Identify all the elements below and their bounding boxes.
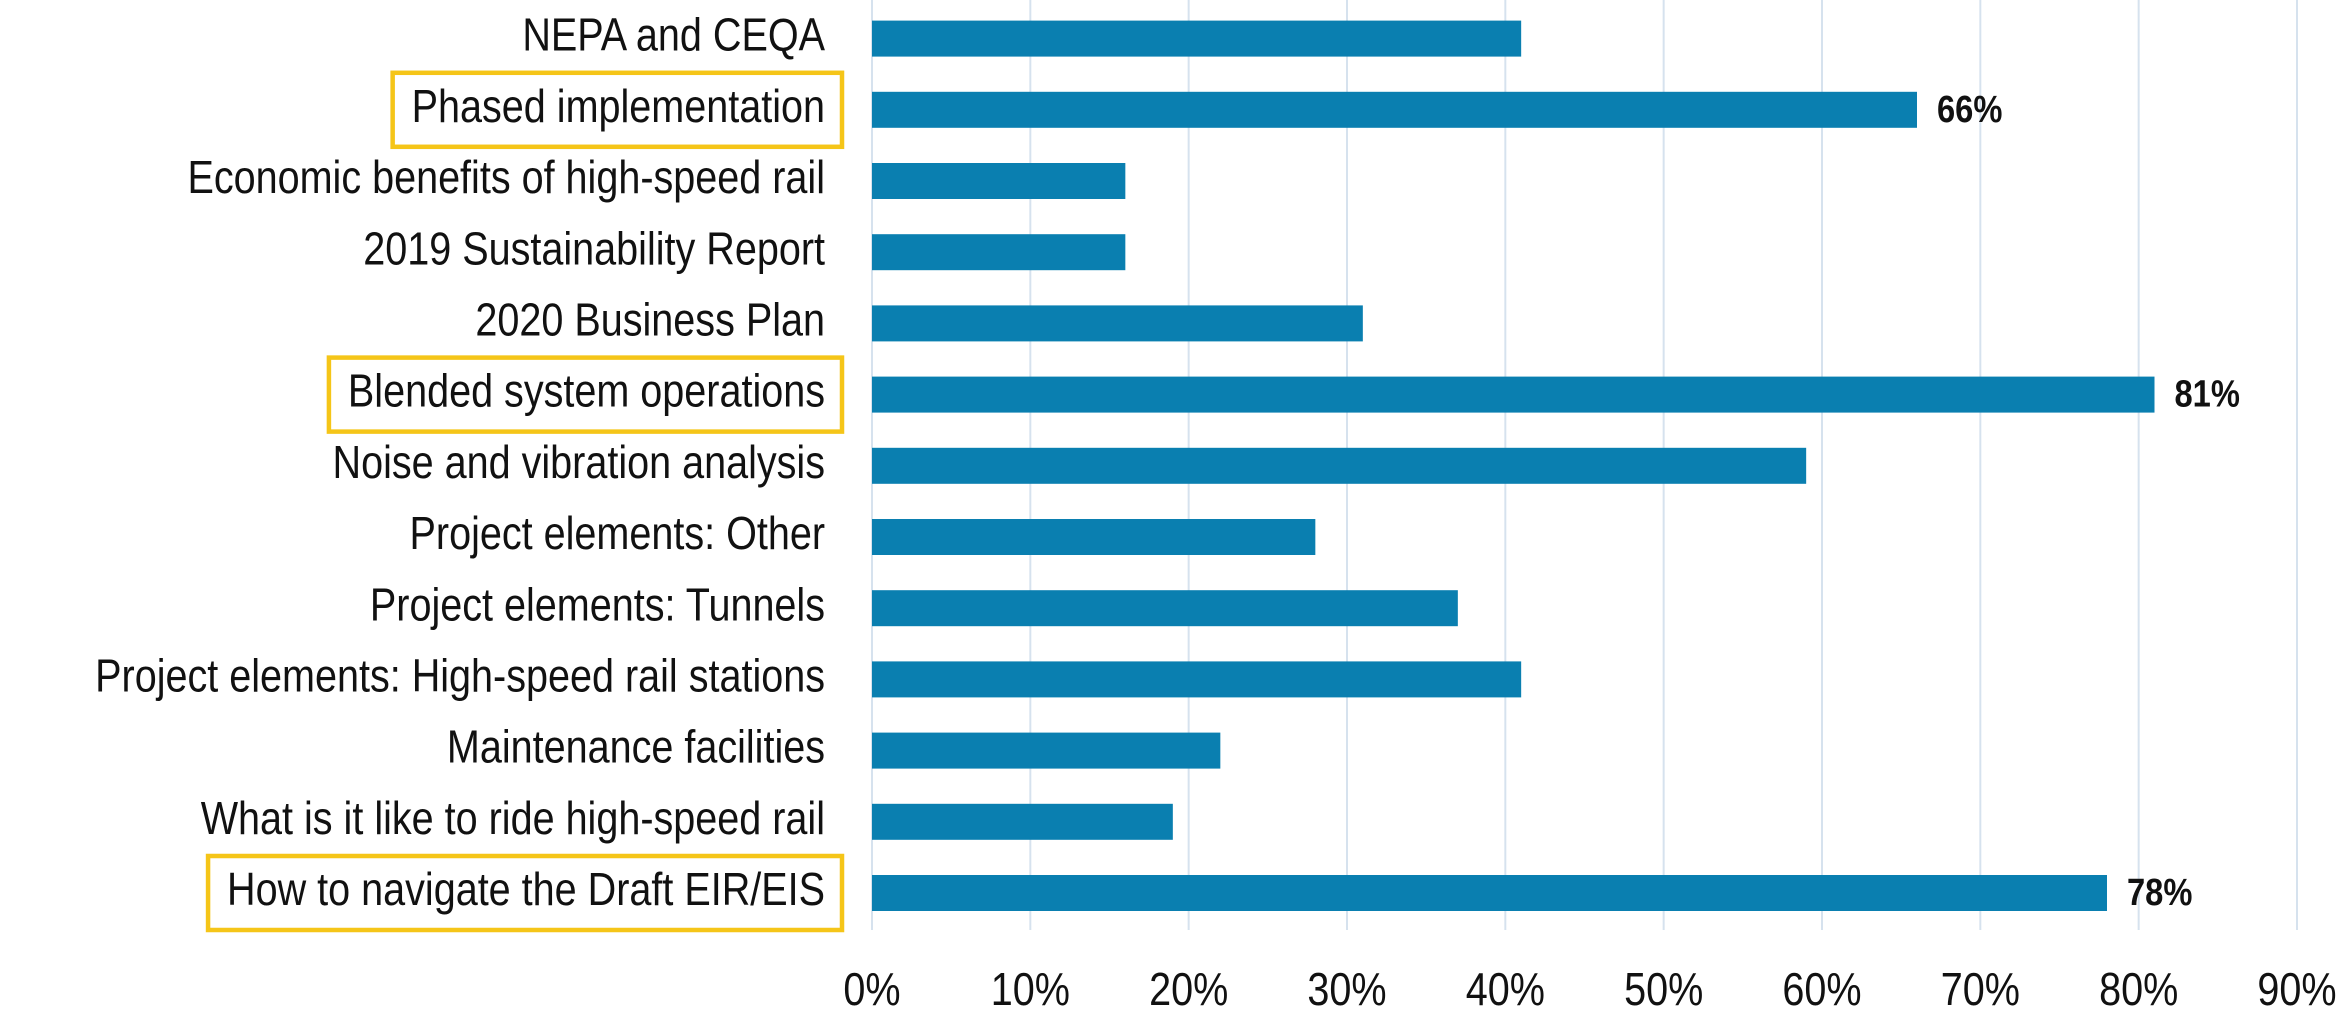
x-tick: 30% xyxy=(1307,964,1386,1015)
highlight-box xyxy=(205,853,845,933)
x-tick-label: 60% xyxy=(1782,964,1861,1015)
y-tick-label: Project elements: Other xyxy=(410,508,825,559)
y-tick-label: 2020 Business Plan xyxy=(475,295,825,346)
x-tick: 80% xyxy=(2099,964,2178,1015)
x-tick-label: 50% xyxy=(1624,964,1703,1015)
x-tick-label: 0% xyxy=(843,964,900,1015)
y-tick-label: Blended system operations xyxy=(348,366,825,417)
bar xyxy=(872,447,1807,484)
y-tick-label: Phased implementation xyxy=(412,81,825,132)
y-tick: Blended system operations xyxy=(348,366,825,417)
value-label-group: 66% xyxy=(1937,88,2002,131)
bar xyxy=(872,590,1458,627)
value-label-group: 78% xyxy=(2127,871,2192,914)
bar xyxy=(872,519,1316,555)
y-tick: Noise and vibration analysis xyxy=(333,437,825,488)
value-label: 81% xyxy=(2175,372,2240,415)
y-tick-label: How to navigate the Draft EIR/EIS xyxy=(227,864,825,915)
y-tick: 2020 Business Plan xyxy=(475,295,825,346)
y-tick: How to navigate the Draft EIR/EIS xyxy=(227,864,825,915)
bar xyxy=(872,234,1126,271)
value-label: 78% xyxy=(2127,871,2192,914)
x-tick-label: 30% xyxy=(1307,964,1386,1015)
x-tick: 40% xyxy=(1466,964,1545,1015)
x-tick: 0% xyxy=(843,964,900,1015)
value-label: 66% xyxy=(1937,88,2002,131)
x-tick-label: 70% xyxy=(1941,964,2020,1015)
y-tick: 2019 Sustainability Report xyxy=(363,224,825,275)
y-tick: Project elements: High-speed rail statio… xyxy=(95,651,825,702)
x-tick: 60% xyxy=(1782,964,1861,1015)
y-tick-label: 2019 Sustainability Report xyxy=(363,224,825,275)
x-tick-label: 40% xyxy=(1466,964,1545,1015)
y-tick-label: Project elements: High-speed rail statio… xyxy=(95,651,825,702)
x-tick: 20% xyxy=(1149,964,1228,1015)
y-tick-label: NEPA and CEQA xyxy=(522,10,825,61)
bar xyxy=(872,20,1522,57)
x-tick-label: 20% xyxy=(1149,964,1228,1015)
x-tick: 10% xyxy=(991,964,1070,1015)
bar xyxy=(872,732,1221,769)
bar xyxy=(872,875,2107,911)
bar xyxy=(872,803,1173,840)
bar xyxy=(872,91,1917,128)
x-tick-label: 80% xyxy=(2099,964,2178,1015)
y-tick: What is it like to ride high-speed rail xyxy=(201,793,825,844)
value-label-group: 81% xyxy=(2175,372,2240,415)
y-tick-label: Economic benefits of high-speed rail xyxy=(187,152,825,203)
y-tick: Maintenance facilities xyxy=(447,722,825,773)
y-tick-label: Noise and vibration analysis xyxy=(333,437,825,488)
y-tick-label: What is it like to ride high-speed rail xyxy=(201,793,825,844)
bar xyxy=(872,163,1126,199)
y-tick-label: Maintenance facilities xyxy=(447,722,825,773)
y-tick: Economic benefits of high-speed rail xyxy=(187,152,825,203)
y-tick: Phased implementation xyxy=(412,81,825,132)
x-tick: 50% xyxy=(1624,964,1703,1015)
y-tick: Project elements: Other xyxy=(410,508,825,559)
highlight-box xyxy=(326,355,845,434)
y-tick: Project elements: Tunnels xyxy=(370,580,825,631)
y-tick-label: Project elements: Tunnels xyxy=(370,580,825,631)
bar xyxy=(872,661,1522,698)
x-tick-label: 10% xyxy=(991,964,1070,1015)
x-tick: 70% xyxy=(1941,964,2020,1015)
bar xyxy=(872,305,1363,342)
x-tick-label: 90% xyxy=(2257,964,2336,1015)
y-tick: NEPA and CEQA xyxy=(522,10,825,61)
x-tick: 90% xyxy=(2257,964,2336,1015)
bar xyxy=(872,376,2155,413)
highlight-box xyxy=(390,70,845,150)
